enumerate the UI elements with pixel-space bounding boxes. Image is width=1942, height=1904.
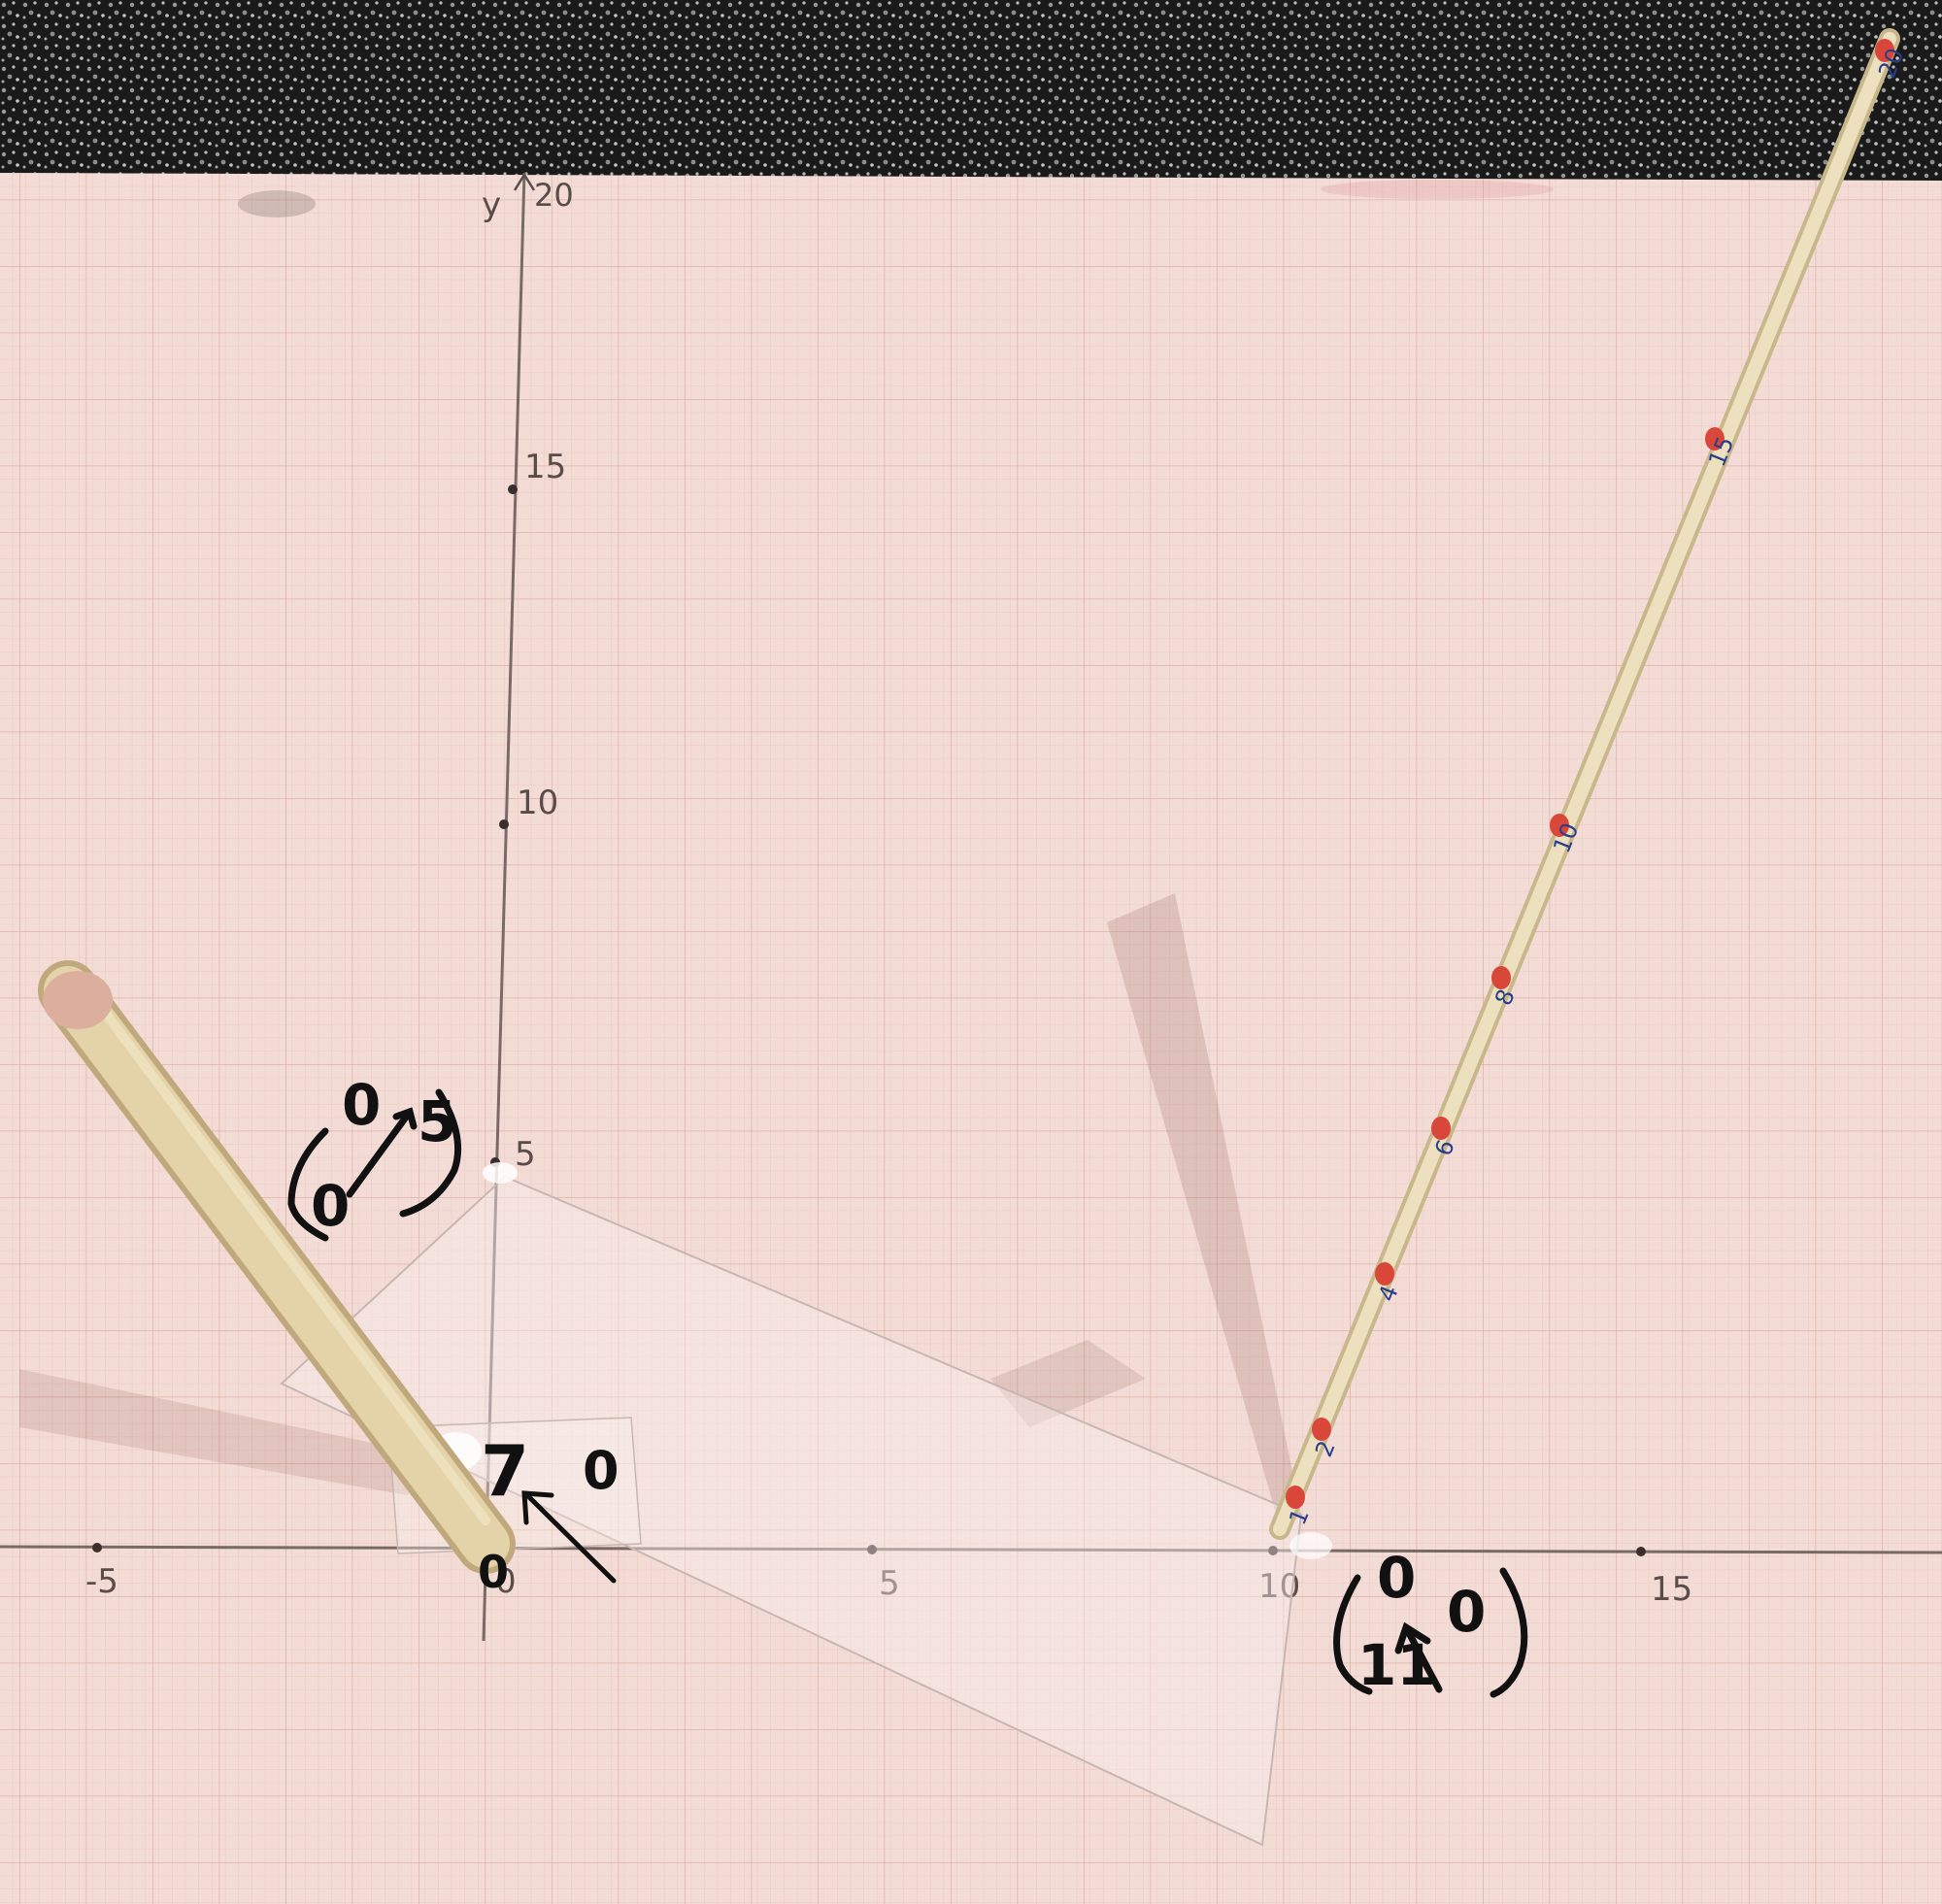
vector-right-top: 0 <box>1377 1545 1416 1611</box>
y-axis <box>482 172 526 1642</box>
vector-right-bottom-right: 0 <box>1447 1579 1486 1645</box>
tape-y5 <box>483 1162 518 1184</box>
y-tick-5: 5 <box>515 1135 536 1174</box>
left-wooden-stick <box>38 960 516 1574</box>
origin-arrow <box>521 1490 617 1584</box>
stick-marker <box>1431 1117 1451 1140</box>
tape-x10 <box>1289 1532 1332 1559</box>
stick-marker <box>1286 1486 1305 1509</box>
y-axis-label: y <box>482 185 501 224</box>
vector-tl-top: 0 <box>342 1072 381 1138</box>
y-tick-10: 10 <box>517 784 558 822</box>
acrylic-sheet <box>280 1175 1303 1847</box>
y-tick-15: 15 <box>524 448 566 486</box>
y-tick-20: 20 <box>534 177 574 214</box>
vector-annotation-top-left <box>287 1088 462 1242</box>
vector-tl-bottom-right: 5 <box>418 1088 456 1154</box>
x-axis <box>0 1545 1942 1554</box>
vector-tl-bottom-left: 0 <box>311 1173 350 1239</box>
origin-zero-small: 0 <box>478 1546 509 1598</box>
stick-marker <box>1375 1262 1394 1286</box>
stick-marker <box>1491 966 1511 989</box>
stick-marker <box>1875 39 1894 62</box>
shadow-right-stick <box>1107 893 1301 1534</box>
origin-zero: 0 <box>583 1440 619 1501</box>
origin-digit-seven: 7 <box>481 1430 529 1512</box>
vector-annotation-right <box>1333 1567 1528 1698</box>
x-tick-0: 0 <box>495 1562 517 1601</box>
x-tick-5: 5 <box>879 1564 900 1603</box>
stick-marker <box>1705 427 1724 451</box>
shadow-left-stick <box>19 1369 437 1495</box>
x-tick-neg5: -5 <box>85 1562 118 1601</box>
carpet-background <box>0 0 1942 184</box>
x-tick-15: 15 <box>1651 1570 1692 1609</box>
stick-marker <box>1550 814 1569 837</box>
vector-right-bottom-left: 11 <box>1357 1632 1436 1698</box>
stick-marker <box>1312 1418 1331 1441</box>
